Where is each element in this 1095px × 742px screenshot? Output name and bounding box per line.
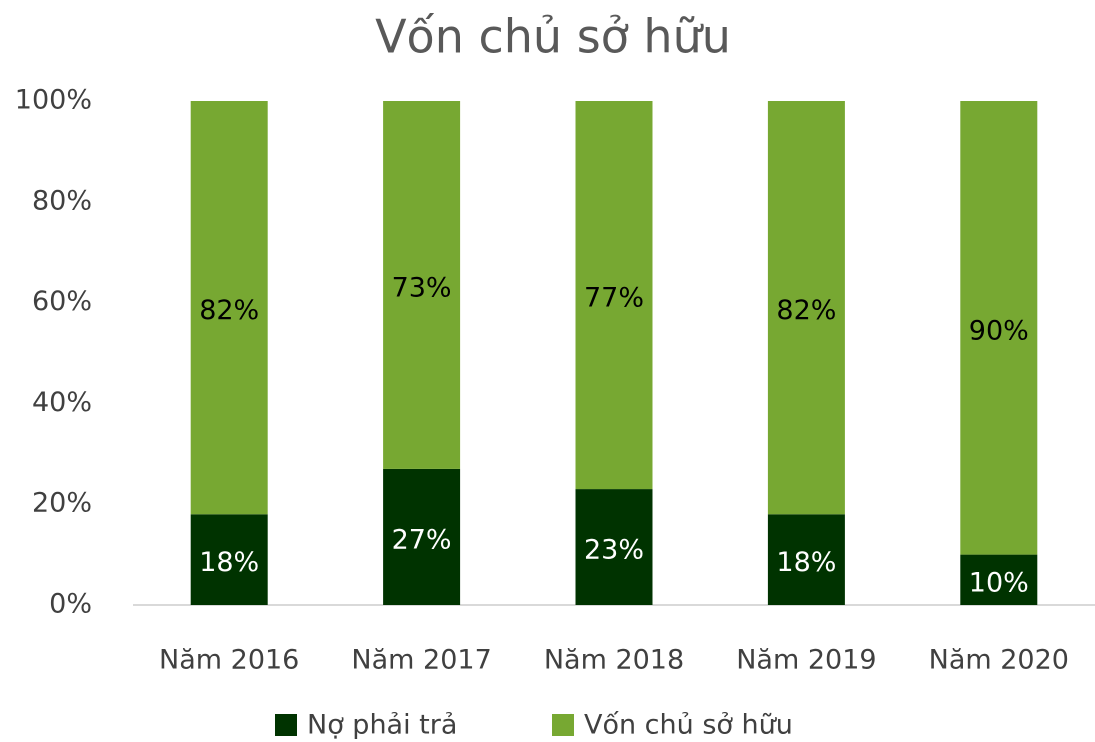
bar-segment: [190, 101, 268, 515]
x-tick-label: Năm 2019: [736, 645, 876, 676]
legend-label: Nợ phải trả: [307, 710, 457, 741]
y-tick-label: 40%: [32, 387, 92, 418]
y-tick-label: 80%: [32, 185, 92, 216]
x-tick-label: Năm 2017: [351, 645, 491, 676]
x-tick-label: Năm 2020: [929, 645, 1069, 676]
data-label: 23%: [584, 535, 644, 566]
legend-label: Vốn chủ sở hữu: [584, 710, 793, 741]
x-tick-label: Năm 2016: [159, 645, 299, 676]
bar-segment: [767, 101, 845, 515]
legend-swatch: [552, 714, 574, 736]
data-label: 27%: [392, 524, 452, 555]
bar-segment: [767, 514, 845, 605]
bar-segment: [960, 554, 1038, 605]
bar-segment: [960, 101, 1038, 555]
bar-segment: [383, 468, 461, 605]
data-label: 73%: [392, 272, 452, 303]
data-label: 18%: [776, 547, 836, 578]
data-label: 18%: [199, 547, 259, 578]
data-label: 77%: [584, 283, 644, 314]
data-label: 10%: [969, 567, 1029, 598]
y-tick-label: 60%: [32, 286, 92, 317]
bar-segment: [575, 489, 653, 605]
y-tick-label: 100%: [15, 85, 92, 116]
bar-segment: [190, 514, 268, 605]
bar-segment: [383, 101, 461, 469]
chart-title: Vốn chủ sở hữu: [375, 10, 731, 64]
data-label: 90%: [969, 315, 1029, 346]
y-tick-label: 0%: [49, 589, 92, 620]
bar-segment: [575, 101, 653, 490]
legend-swatch: [275, 714, 297, 736]
y-tick-label: 20%: [32, 488, 92, 519]
x-tick-label: Năm 2018: [544, 645, 684, 676]
data-label: 82%: [199, 295, 259, 326]
data-label: 82%: [776, 295, 836, 326]
